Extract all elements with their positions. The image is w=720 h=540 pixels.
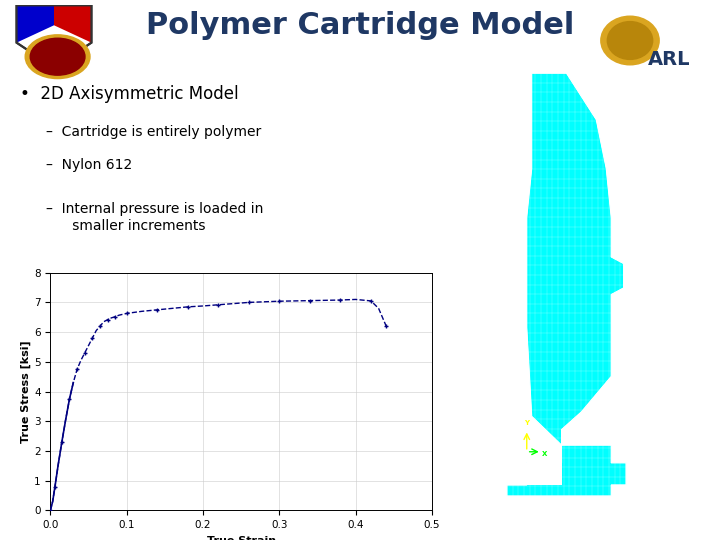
Polygon shape [17, 5, 54, 43]
Polygon shape [54, 5, 91, 43]
Polygon shape [17, 5, 91, 68]
Polygon shape [507, 73, 626, 496]
Y-axis label: True Stress [ksi]: True Stress [ksi] [21, 340, 31, 443]
Text: Polymer Cartridge Model: Polymer Cartridge Model [146, 11, 574, 40]
Text: –  Nylon 612: – Nylon 612 [46, 158, 132, 172]
Circle shape [601, 16, 660, 65]
Circle shape [25, 35, 90, 79]
X-axis label: True Strain: True Strain [207, 536, 276, 540]
Text: Y: Y [524, 420, 529, 426]
Text: –  Cartridge is entirely polymer: – Cartridge is entirely polymer [46, 125, 261, 139]
Text: •  2D Axisymmetric Model: • 2D Axisymmetric Model [20, 85, 239, 103]
Text: ARL: ARL [648, 50, 691, 69]
Text: X: X [541, 451, 547, 457]
Circle shape [30, 38, 85, 75]
Circle shape [608, 22, 652, 59]
Polygon shape [507, 445, 562, 485]
Text: –  Internal pressure is loaded in
      smaller increments: – Internal pressure is loaded in smaller… [46, 202, 264, 233]
